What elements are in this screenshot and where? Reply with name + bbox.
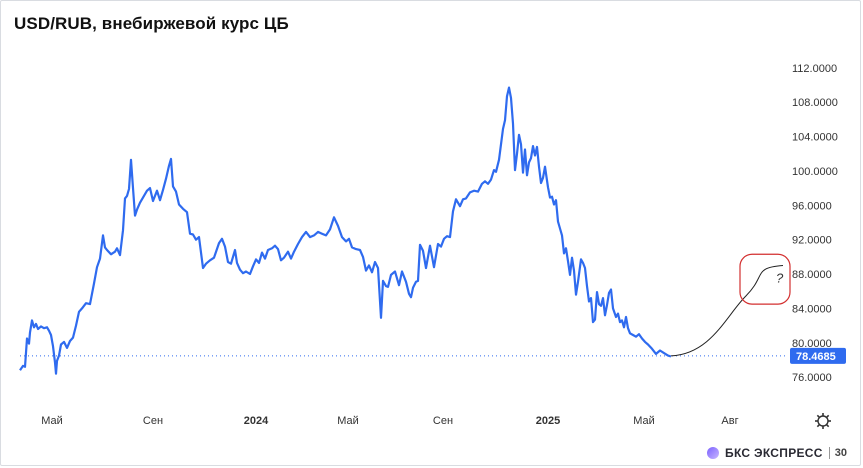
x-tick-label: Сен [433, 415, 453, 427]
y-tick-label: 104.0000 [792, 132, 838, 144]
x-tick-label: Май [41, 415, 63, 427]
y-tick-label: 112.0000 [792, 63, 837, 75]
x-tick-label: Сен [143, 415, 163, 427]
forecast-annotation-label: ? [776, 270, 784, 285]
forecast-curve [670, 264, 784, 357]
forecast-annotation-box [739, 253, 791, 305]
gear-icon[interactable] [815, 413, 831, 429]
y-tick-label: 84.0000 [792, 303, 832, 315]
brand-badge: 30 [828, 447, 847, 459]
chart-title: USD/RUB, внебиржевой курс ЦБ [14, 14, 289, 33]
brand-logo-icon [707, 447, 720, 459]
brand-footer: БКС ЭКСПРЕСС 30 [707, 446, 847, 460]
y-tick-label: 96.0000 [792, 200, 832, 212]
x-tick-label: 2024 [244, 415, 269, 427]
x-tick-label: Авг [721, 415, 738, 427]
y-axis: 112.0000 108.0000 104.0000 100.0000 96.0000 9… [792, 63, 838, 384]
last-price-badge: 78.4685 [790, 347, 846, 364]
y-tick-label: 80.0000 [792, 338, 832, 350]
series-line-usd-rub [19, 86, 672, 375]
x-tick-label: 2025 [536, 415, 560, 427]
last-price-badge-bg [790, 347, 846, 364]
y-tick-label: 108.0000 [792, 97, 838, 109]
y-tick-label: 100.0000 [792, 166, 838, 178]
last-price-label: 78.4685 [796, 351, 836, 363]
gear-ring [817, 415, 829, 427]
x-axis: Май Сен 2024 Май Сен 2025 Май Авг [41, 415, 738, 427]
x-tick-label: Май [633, 415, 655, 427]
brand-name: БКС ЭКСПРЕСС [725, 446, 823, 460]
y-tick-label: 92.0000 [792, 235, 832, 247]
y-tick-label: 76.0000 [792, 372, 832, 384]
y-tick-label: 88.0000 [792, 269, 832, 281]
x-tick-label: Май [337, 415, 359, 427]
